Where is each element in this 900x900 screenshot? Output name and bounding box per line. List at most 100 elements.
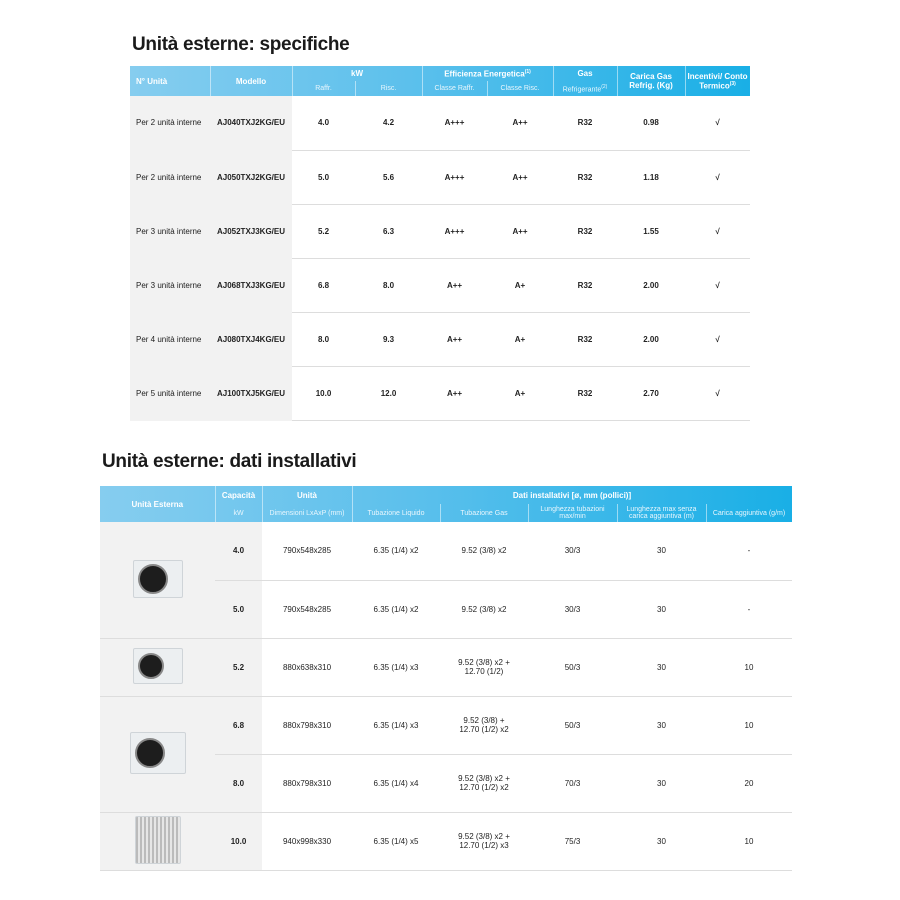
- cell-liq: 6.35 (1/4) x2: [352, 522, 440, 581]
- cell-lmax: 30: [617, 754, 706, 813]
- outdoor-unit-icon: [134, 816, 181, 864]
- cell-cl-risc: A++: [487, 96, 554, 151]
- cell-gas: R32: [553, 96, 618, 151]
- cell-dim: 880x638x310: [262, 638, 352, 697]
- header-classe-raffr: Classe Raffr.: [422, 81, 488, 96]
- cell-cap: 4.0: [215, 522, 262, 581]
- cell-n: Per 3 unità interne: [130, 258, 210, 313]
- header-modello: Modello: [210, 66, 293, 96]
- cell-gas: R32: [553, 204, 618, 259]
- cell-gas: 9.52 (3/8) x2: [440, 580, 528, 639]
- cell-incentivi: √: [685, 258, 751, 313]
- cell-lung: 70/3: [528, 754, 617, 813]
- cell-cl-raffr: A+++: [422, 150, 487, 205]
- outdoor-unit-icon: [132, 648, 183, 684]
- cell-gas: 9.52 (3/8) x2 + 12.70 (1/2): [440, 638, 528, 697]
- cell-lung: 75/3: [528, 812, 617, 871]
- cell-incentivi: √: [685, 312, 751, 367]
- outdoor-unit-image: [100, 812, 215, 871]
- cell-n: Per 5 unità interne: [130, 366, 210, 421]
- table-row: Per 3 unità interne AJ052TXJ3KG/EU 5.2 6.3 A…: [130, 204, 751, 259]
- cell-gas: R32: [553, 312, 618, 367]
- cell-lmax: 30: [617, 580, 706, 639]
- cell-cap: 8.0: [215, 754, 262, 813]
- cell-gas: 9.52 (3/8) x2 + 12.70 (1/2) x3: [440, 812, 528, 871]
- outdoor-unit-image: [100, 696, 215, 813]
- cell-risc: 5.6: [355, 150, 422, 205]
- cell-modello: AJ068TXJ3KG/EU: [210, 258, 292, 313]
- cell-modello: AJ050TXJ2KG/EU: [210, 150, 292, 205]
- fan-icon: [137, 653, 164, 679]
- cell-n: Per 2 unità interne: [130, 96, 210, 151]
- cell-gas: R32: [553, 258, 618, 313]
- header-dimensioni: Dimensioni LxAxP (mm): [262, 504, 353, 522]
- table-row: 6.8 880x798x310 6.35 (1/4) x3 9.52 (3/8) + …: [100, 696, 793, 813]
- cell-incentivi: √: [685, 366, 751, 421]
- cell-cap: 5.2: [215, 638, 262, 697]
- cell-risc: 4.2: [355, 96, 422, 151]
- cell-dim: 790x548x285: [262, 522, 352, 581]
- cell-dim: 880x798x310: [262, 754, 352, 813]
- cell-gas: 9.52 (3/8) x2 + 12.70 (1/2) x2: [440, 754, 528, 813]
- cell-cl-raffr: A+++: [422, 96, 487, 151]
- header-capacita: Capacità: [215, 486, 263, 504]
- cell-modello: AJ040TXJ2KG/EU: [210, 96, 292, 151]
- cell-risc: 12.0: [355, 366, 422, 421]
- cell-carica: 10: [706, 812, 793, 871]
- cell-carica: 2.00: [617, 312, 686, 367]
- table-row: Per 2 unità interne AJ040TXJ2KG/EU 4.0 4.2 A…: [130, 96, 751, 151]
- cell-lmax: 30: [617, 812, 706, 871]
- header-carica-gas: Carica Gas Refrig. (Kg): [617, 66, 686, 96]
- cell-carica: -: [706, 580, 793, 639]
- cell-modello: AJ052TXJ3KG/EU: [210, 204, 292, 259]
- fan-icon: [137, 563, 168, 594]
- header-dati: Dati installativi [ø, mm (pollici)]: [352, 486, 793, 504]
- cell-incentivi: √: [685, 204, 751, 259]
- header-unita-esterna: Unità Esterna: [100, 486, 216, 522]
- cell-raffr: 6.8: [292, 258, 355, 313]
- header-liquido: Tubazione Liquido: [352, 504, 441, 522]
- cell-cl-risc: A+: [487, 312, 554, 367]
- header-n-unita: N° Unità: [130, 66, 211, 96]
- cell-gas: R32: [553, 150, 618, 205]
- header-risc: Risc.: [355, 81, 423, 96]
- cell-carica: 1.18: [617, 150, 686, 205]
- cell-liq: 6.35 (1/4) x4: [352, 754, 440, 813]
- cell-risc: 6.3: [355, 204, 422, 259]
- cell-lung: 30/3: [528, 522, 617, 581]
- cell-risc: 9.3: [355, 312, 422, 367]
- outdoor-unit-image: [100, 638, 215, 697]
- header-refrigerante: Refrigerante(2): [553, 81, 618, 96]
- table-row: 5.0 790x548x285 6.35 (1/4) x2 9.52 (3/8) x2…: [100, 580, 793, 639]
- cell-modello: AJ100TXJ5KG/EU: [210, 366, 292, 421]
- header-carica: Carica aggiuntiva (g/m): [706, 504, 793, 522]
- cell-liq: 6.35 (1/4) x3: [352, 696, 440, 755]
- cell-carica: 10: [706, 638, 793, 697]
- specs-title: Unità esterne: specifiche: [132, 34, 350, 55]
- cell-cl-risc: A++: [487, 150, 554, 205]
- header-unita: Unità: [262, 486, 353, 504]
- outdoor-unit-icon: [129, 732, 186, 774]
- cell-lung: 50/3: [528, 696, 617, 755]
- outdoor-unit-icon: [132, 559, 183, 598]
- cell-lmax: 30: [617, 638, 706, 697]
- cell-raffr: 4.0: [292, 96, 355, 151]
- header-raffr: Raffr.: [292, 81, 356, 96]
- install-title: Unità esterne: dati installativi: [102, 451, 357, 472]
- cell-incentivi: √: [685, 96, 751, 151]
- cell-lmax: 30: [617, 522, 706, 581]
- cell-incentivi: √: [685, 150, 751, 205]
- cell-cap: 10.0: [215, 812, 262, 871]
- outdoor-unit-image: [100, 522, 215, 639]
- cell-cl-raffr: A++: [422, 366, 487, 421]
- table-row: 10.0 940x998x330 6.35 (1/4) x5 9.52 (3/8) x…: [100, 812, 793, 871]
- cell-cl-raffr: A+++: [422, 204, 487, 259]
- install-table: Unità Esterna Capacità Unità Dati instal…: [100, 486, 793, 871]
- cell-cap: 6.8: [215, 696, 262, 755]
- cell-raffr: 5.0: [292, 150, 355, 205]
- cell-dim: 790x548x285: [262, 580, 352, 639]
- table-row: Per 4 unità interne AJ080TXJ4KG/EU 8.0 9.3 A…: [130, 312, 751, 367]
- cell-n: Per 3 unità interne: [130, 204, 210, 259]
- header-kw: kW: [292, 66, 423, 81]
- cell-raffr: 5.2: [292, 204, 355, 259]
